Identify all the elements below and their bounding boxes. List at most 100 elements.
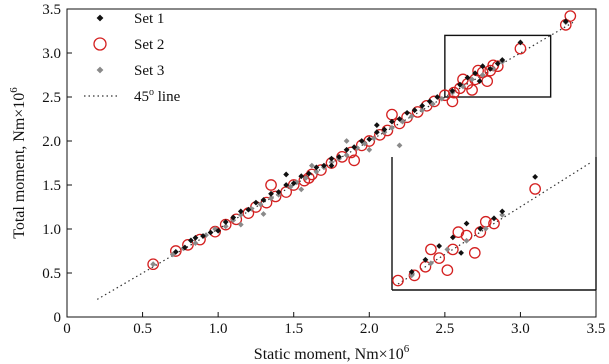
data-point xyxy=(283,182,290,188)
data-point xyxy=(343,152,350,158)
y-axis-title: Total moment, Nm×106 xyxy=(8,87,28,239)
inset-series-set-3 xyxy=(408,211,506,279)
y-tick-label: 2.0 xyxy=(42,134,61,150)
data-point xyxy=(237,208,244,215)
data-point xyxy=(182,238,194,251)
data-points xyxy=(147,10,577,271)
inset-data-point xyxy=(458,249,464,256)
inset-data-point xyxy=(482,225,489,232)
data-point xyxy=(366,146,373,153)
data-point xyxy=(306,168,318,181)
data-point xyxy=(345,146,357,159)
data-point xyxy=(268,190,274,197)
data-point xyxy=(230,214,237,221)
data-point xyxy=(449,87,456,94)
data-point xyxy=(150,261,157,268)
series-set-1 xyxy=(172,18,569,255)
data-point xyxy=(396,116,403,122)
data-point xyxy=(386,108,398,121)
data-point xyxy=(328,162,335,169)
data-point xyxy=(308,162,315,169)
inset-data-point xyxy=(499,211,506,218)
data-point xyxy=(192,234,199,241)
legend-swatch-set-1 xyxy=(96,14,104,22)
data-point xyxy=(275,189,282,195)
data-point xyxy=(476,78,483,85)
x-tick-label: 2.5 xyxy=(435,321,454,337)
y-tick-label: 2.5 xyxy=(42,90,61,106)
y-tick-label: 3.0 xyxy=(42,46,61,62)
data-point xyxy=(215,227,222,234)
data-point xyxy=(479,63,486,70)
inset-data-point xyxy=(491,215,497,222)
data-point xyxy=(517,39,524,46)
y-tick-label: 0 xyxy=(54,310,62,326)
data-point xyxy=(212,226,219,232)
inset-data-point xyxy=(463,220,470,227)
data-point xyxy=(298,173,305,180)
data-point xyxy=(313,164,320,171)
data-point xyxy=(499,57,506,63)
inset-data-point xyxy=(428,260,434,267)
data-point xyxy=(265,179,277,191)
data-point xyxy=(298,186,305,193)
x-axis-title-exponent: 6 xyxy=(404,343,410,355)
data-point xyxy=(479,72,486,78)
data-point xyxy=(188,237,194,244)
data-point xyxy=(290,180,297,187)
data-point xyxy=(389,124,395,131)
y-axis-title-text: Total moment, Nm×10 xyxy=(11,93,28,239)
data-point xyxy=(472,64,484,77)
data-point xyxy=(487,65,494,72)
inset-series-set-2 xyxy=(392,183,541,287)
zoom-region-box xyxy=(444,34,552,98)
data-point xyxy=(192,240,199,246)
data-point xyxy=(466,84,478,96)
legend-label-45-line: 45o line xyxy=(134,87,181,105)
data-point xyxy=(172,248,179,255)
data-point xyxy=(302,175,309,181)
series-set-3 xyxy=(150,19,569,268)
data-point xyxy=(389,118,395,125)
data-point xyxy=(287,183,294,190)
data-point xyxy=(321,162,327,169)
data-point xyxy=(222,223,229,230)
data-point xyxy=(237,212,244,218)
inset-reference-line xyxy=(397,162,591,285)
data-point xyxy=(358,138,365,144)
data-point xyxy=(419,107,426,114)
data-point xyxy=(464,74,471,81)
data-point xyxy=(494,60,501,67)
data-point xyxy=(472,70,478,77)
x-tick-label: 3.5 xyxy=(587,321,606,337)
data-point xyxy=(245,206,252,213)
inset-data-point xyxy=(408,269,415,275)
data-point xyxy=(438,95,445,102)
legend-label-45-line-suffix: line xyxy=(154,89,181,105)
inset-data-points xyxy=(392,173,541,287)
data-point xyxy=(207,229,214,236)
data-point xyxy=(490,65,497,72)
x-axis-title: Static moment, Nm×106 xyxy=(254,343,410,363)
legend-label-45-line-name: 45 xyxy=(134,89,149,105)
inset-data-point xyxy=(452,226,465,238)
y-tick-label: 0.5 xyxy=(42,266,61,282)
data-point xyxy=(268,195,274,202)
legend-label-set-3: Set 3 xyxy=(134,63,164,79)
data-point xyxy=(426,98,433,105)
data-point xyxy=(366,136,373,143)
x-tick-label: 2.0 xyxy=(360,321,379,337)
data-point xyxy=(381,124,394,137)
data-point xyxy=(564,10,577,22)
data-point xyxy=(253,199,259,206)
inset-data-point xyxy=(468,247,481,259)
data-point xyxy=(336,153,342,160)
legend-label-set-1: Set 1 xyxy=(134,11,164,27)
inset-frame xyxy=(391,157,597,291)
inset-data-point xyxy=(499,208,506,215)
inset-data-point xyxy=(529,183,541,195)
inset-data-point xyxy=(477,225,484,232)
data-point xyxy=(305,170,312,177)
plot-area xyxy=(66,8,597,318)
